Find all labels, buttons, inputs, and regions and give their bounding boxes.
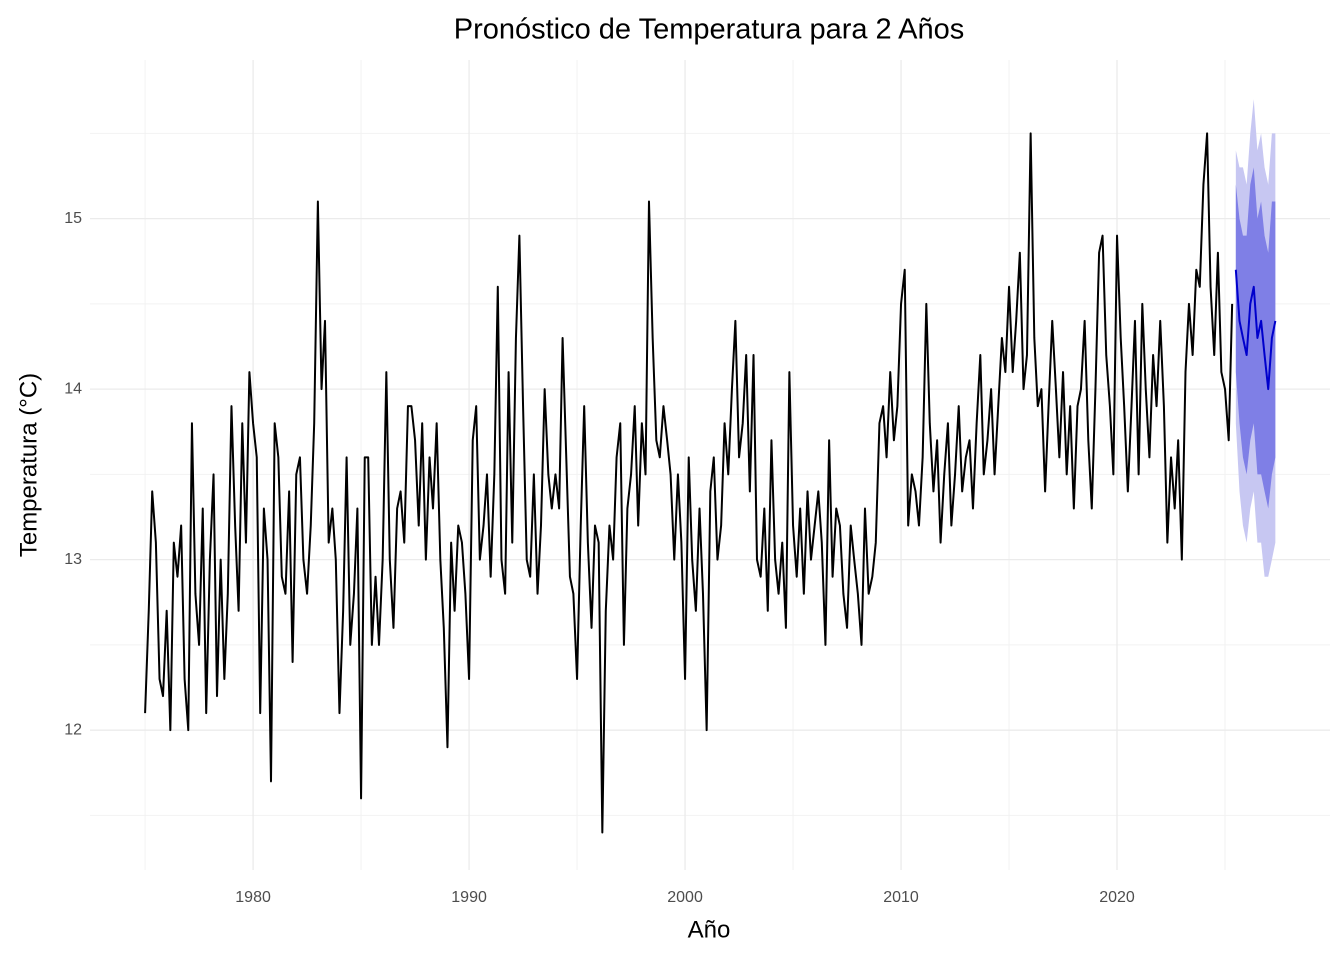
x-tick-label: 2000 (667, 889, 703, 906)
y-tick-label: 15 (64, 210, 82, 227)
interval-band (1235, 167, 1276, 509)
x-tick-label: 2020 (1099, 889, 1135, 906)
x-tick-label: 2010 (883, 889, 919, 906)
y-tick-label: 13 (64, 551, 82, 568)
x-tick-label: 1980 (235, 889, 271, 906)
series-line (1234, 269, 1277, 391)
y-tick-label: 12 (64, 721, 82, 738)
series-line (144, 132, 1234, 834)
x-tick-label: 1990 (451, 889, 487, 906)
x-axis-label: Año (688, 916, 731, 943)
y-tick-label: 14 (64, 380, 82, 397)
chart-title: Pronóstico de Temperatura para 2 Años (454, 14, 965, 46)
y-axis-label: Temperatura (°C) (15, 373, 42, 557)
